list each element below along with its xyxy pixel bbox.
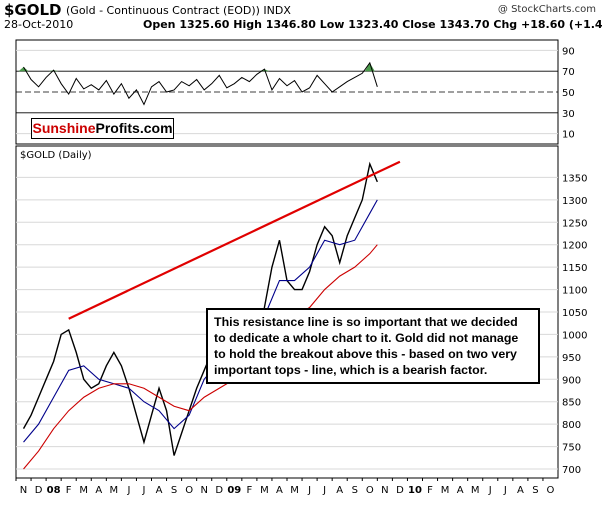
logo-part-profits: Profits.com: [95, 120, 173, 136]
rsi-overbought-fill: [364, 62, 375, 72]
price-y-axis: 700 750 800 850 900 950 1000 1050 1100 1150 1200 12…: [562, 173, 587, 476]
price-tick-label: 800: [562, 420, 581, 431]
credit-label: @ StockCharts.com: [497, 4, 596, 15]
x-tick-label: O: [547, 485, 555, 496]
rsi-line: [23, 61, 378, 106]
x-tick-label: 08: [47, 485, 61, 496]
price-tick-label: 1000: [562, 330, 587, 341]
price-tick-label: 1300: [562, 196, 587, 207]
x-tick-label: A: [457, 485, 464, 496]
ohlc-label: Open 1325.60 High 1346.80 Low 1323.40 Cl…: [143, 18, 602, 31]
ticker-description: (Gold - Continuous Contract (EOD)) INDX: [66, 4, 291, 17]
x-tick-label: A: [517, 485, 524, 496]
x-tick-label: S: [352, 485, 358, 496]
x-tick-label: S: [532, 485, 538, 496]
price-series-group: [22, 161, 378, 470]
x-tick-label: M: [290, 485, 299, 496]
x-tick-label: J: [488, 485, 492, 496]
x-tick-label: D: [396, 485, 404, 496]
price-tick-label: 750: [562, 443, 581, 454]
price-tick-label: 850: [562, 398, 581, 409]
x-tick-label: A: [95, 485, 102, 496]
x-tick-label: M: [441, 485, 450, 496]
x-tick-label: M: [79, 485, 88, 496]
resistance-line: [68, 160, 401, 320]
annotation-box: This resistance line is so important tha…: [206, 308, 540, 384]
x-axis: N D 08 F M A M J J A S O N D 09 F M A M J J A S O N D 10 F M A M J J A S O: [15, 478, 555, 496]
moving-average-short-line: [23, 199, 378, 443]
price-tick-label: 700: [562, 465, 581, 476]
rsi-overbought-fill: [18, 67, 29, 72]
moving-average-long-line: [23, 244, 378, 470]
x-tick-label: A: [276, 485, 283, 496]
x-tick-label: F: [246, 485, 252, 496]
rsi-tick-label: 30: [562, 109, 575, 120]
x-tick-label: J: [141, 485, 145, 496]
x-tick-label: A: [156, 485, 163, 496]
price-tick-label: 900: [562, 375, 581, 386]
x-tick-label: 09: [227, 485, 241, 496]
x-tick-label: D: [215, 485, 223, 496]
x-tick-label: D: [35, 485, 43, 496]
x-tick-label: M: [110, 485, 119, 496]
price-tick-label: 1200: [562, 241, 587, 252]
rsi-y-axis: 10 30 50 70 90: [562, 46, 575, 140]
logo-part-sunshine: Sunshine: [32, 120, 96, 136]
x-tick-label: F: [427, 485, 433, 496]
x-tick-label: J: [307, 485, 311, 496]
price-tick-label: 1050: [562, 308, 587, 319]
x-tick-label: N: [381, 485, 388, 496]
sunshine-profits-logo: SunshineProfits.com: [31, 118, 174, 139]
x-tick-label: M: [260, 485, 269, 496]
x-tick-label: A: [336, 485, 343, 496]
price-tick-label: 1250: [562, 218, 587, 229]
rsi-tick-label: 10: [562, 130, 575, 141]
x-tick-label: O: [366, 485, 374, 496]
x-tick-label: N: [20, 485, 27, 496]
rsi-tick-label: 70: [562, 67, 575, 78]
x-tick-label: J: [126, 485, 130, 496]
rsi-tick-label: 50: [562, 88, 575, 99]
x-tick-label: J: [322, 485, 326, 496]
resistance-group: [68, 160, 401, 320]
x-tick-label: F: [66, 485, 72, 496]
x-tick-label: N: [200, 485, 207, 496]
x-tick-label: 10: [408, 485, 422, 496]
price-tick-label: 950: [562, 353, 581, 364]
price-tick-label: 1150: [562, 263, 587, 274]
x-tick-label: S: [171, 485, 177, 496]
date-label: 28-Oct-2010: [4, 18, 74, 31]
x-tick-label: M: [471, 485, 480, 496]
price-line: [22, 161, 378, 456]
price-tick-label: 1100: [562, 286, 587, 297]
x-tick-label: J: [503, 485, 507, 496]
price-panel-label: $GOLD (Daily): [20, 150, 92, 161]
rsi-tick-label: 90: [562, 46, 575, 57]
price-tick-label: 1350: [562, 173, 587, 184]
x-tick-label: O: [185, 485, 193, 496]
rsi-series: [23, 61, 378, 106]
ticker-title: $GOLD: [4, 1, 62, 19]
